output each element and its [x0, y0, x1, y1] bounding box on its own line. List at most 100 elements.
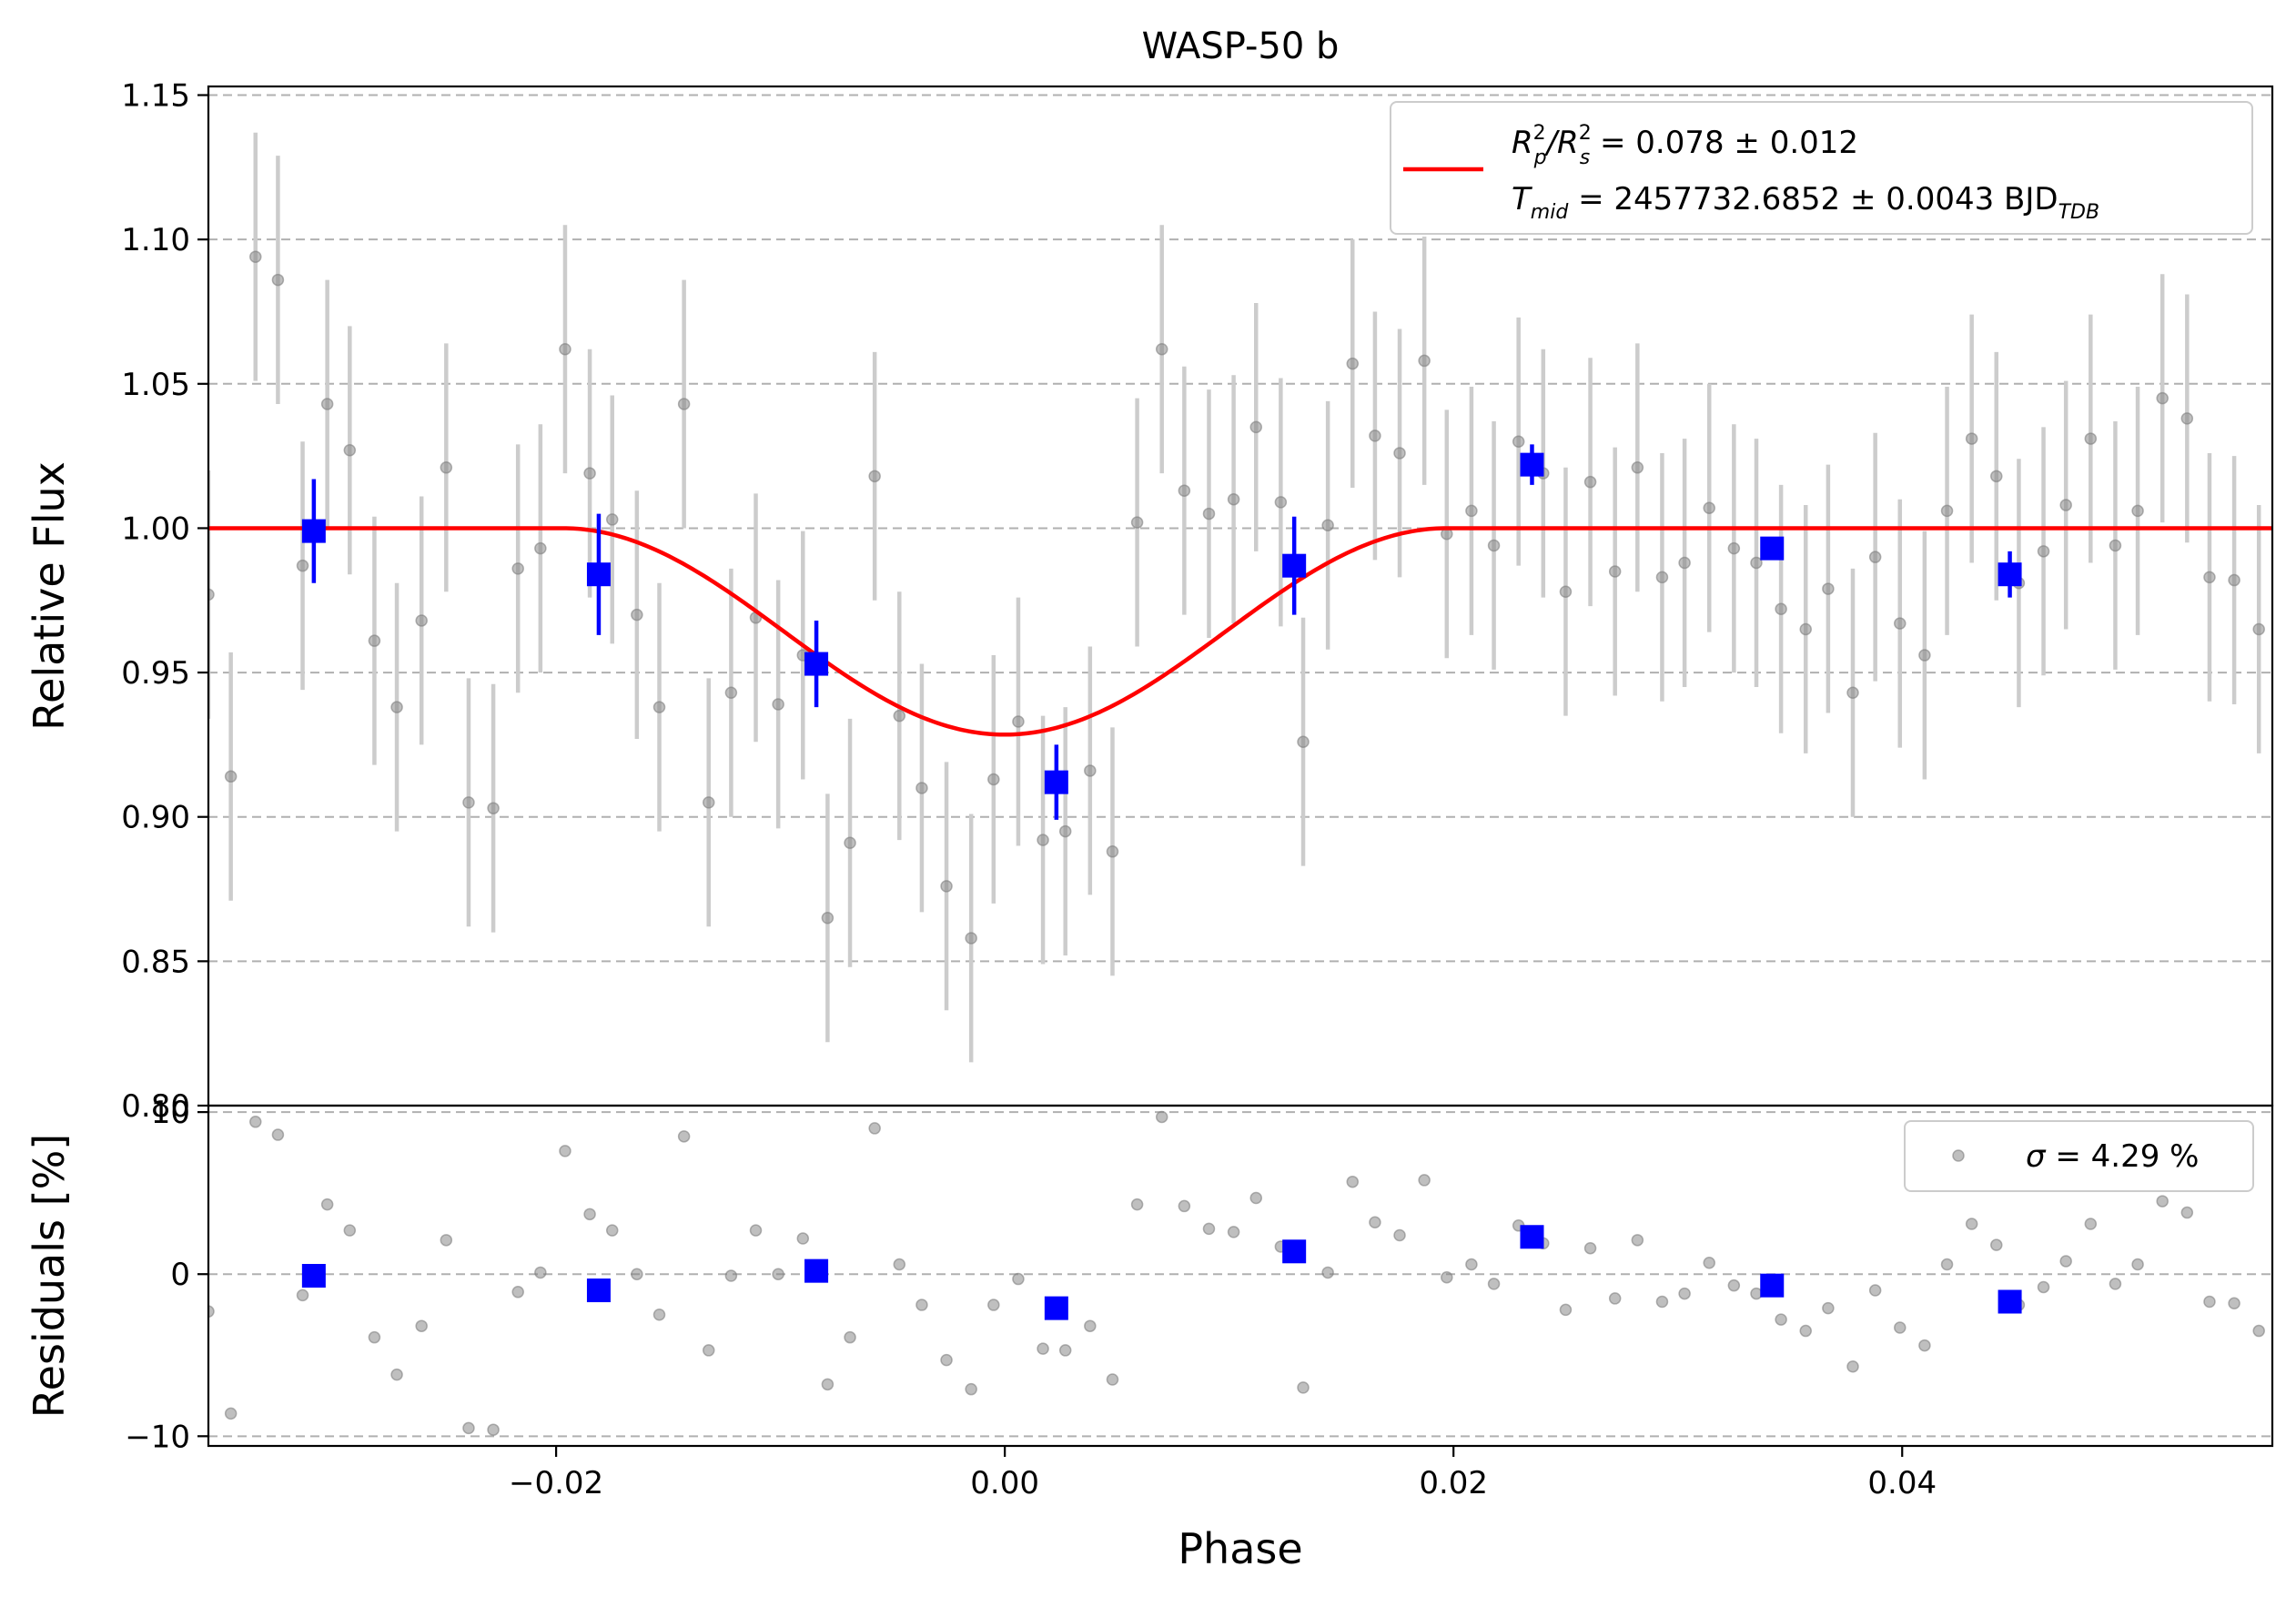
residual-point	[296, 1289, 309, 1302]
residual-point	[2037, 1280, 2050, 1294]
residual-point	[868, 1122, 881, 1135]
residual-point	[1465, 1258, 1478, 1271]
raw-point	[2252, 622, 2265, 636]
x-ticks: −0.02 0.00 0.02 0.04	[509, 1446, 1937, 1501]
raw-point	[1512, 435, 1525, 449]
raw-point	[1918, 649, 1931, 662]
residual-point	[224, 1407, 238, 1420]
residual-point	[1106, 1373, 1119, 1386]
residual-point	[2109, 1278, 2122, 1290]
residual-point	[271, 1128, 285, 1141]
raw-point	[343, 444, 357, 457]
y-axis-label: Relative Flux	[25, 461, 74, 731]
residual-point	[2228, 1297, 2240, 1310]
residual-point	[844, 1330, 856, 1344]
raw-point	[390, 701, 403, 713]
residual-point	[1130, 1198, 1144, 1211]
residual-point	[1297, 1381, 1310, 1394]
residuals-axis-label: Residuals [%]	[25, 1134, 74, 1418]
residual-point	[1655, 1295, 1669, 1309]
bottom-y-tick-label: 10	[151, 1095, 190, 1131]
raw-point	[1608, 565, 1622, 578]
raw-point	[702, 796, 715, 809]
raw-point	[2037, 545, 2050, 558]
residual-point	[1559, 1303, 1573, 1317]
raw-point	[1559, 585, 1573, 598]
binned-residual	[301, 1264, 326, 1288]
x-tick-label: 0.02	[1419, 1465, 1488, 1501]
residual-point	[1775, 1313, 1787, 1326]
residual-point	[462, 1421, 475, 1435]
binned-residual	[1044, 1296, 1068, 1320]
binned-residual	[1520, 1225, 1544, 1249]
residual-point	[2203, 1295, 2216, 1309]
residual-point	[415, 1319, 428, 1332]
raw-point	[1822, 582, 1835, 595]
residual-point	[1393, 1228, 1406, 1242]
raw-point	[1990, 470, 2003, 483]
raw-point	[965, 932, 977, 945]
raw-point	[1965, 432, 1978, 445]
residual-point	[1155, 1110, 1168, 1124]
residual-point	[511, 1286, 524, 1299]
raw-point	[208, 588, 215, 601]
binned-residual	[1282, 1239, 1307, 1264]
top-y-tick-label: 0.95	[121, 655, 190, 692]
binned-point	[1760, 536, 1785, 561]
bottom-y-tick-label: 0	[170, 1257, 190, 1293]
raw-point	[1058, 824, 1072, 838]
residual-point	[724, 1269, 738, 1282]
legend-depth-sup2: 2	[1579, 122, 1592, 145]
raw-point	[320, 398, 334, 410]
raw-point	[1393, 447, 1406, 460]
binned-residual	[804, 1258, 829, 1283]
raw-point	[1487, 539, 1501, 552]
residual-point	[1965, 1218, 1978, 1230]
residual-point	[749, 1224, 763, 1237]
top-y-tick-label: 0.85	[121, 944, 190, 980]
residual-point	[1369, 1216, 1381, 1228]
raw-point	[1012, 715, 1025, 728]
residual-point	[1868, 1284, 1882, 1297]
raw-point	[1130, 516, 1144, 529]
binned-point	[1044, 770, 1068, 794]
raw-point	[1346, 357, 1360, 370]
residual-point	[368, 1330, 381, 1344]
raw-point	[559, 342, 571, 356]
transit-model	[208, 526, 2272, 737]
raw-point	[487, 802, 500, 814]
raw-point	[583, 467, 596, 480]
residual-point	[1703, 1257, 1715, 1269]
residual-point	[1441, 1271, 1453, 1284]
raw-point	[511, 562, 524, 575]
legend-sigma-symbol: σ	[2026, 1138, 2047, 1175]
top-y-tick-label: 1.05	[121, 367, 190, 403]
residual-point	[487, 1423, 500, 1436]
raw-point	[1227, 492, 1240, 506]
residual-point	[2084, 1218, 2098, 1230]
residual-point	[1012, 1272, 1025, 1286]
legend-tmid-value: = 2457732.6852 ± 0.0043 BJD	[1568, 181, 2058, 217]
bottom-grid	[208, 1111, 2272, 1438]
residual-point	[1058, 1344, 1072, 1357]
raw-point	[415, 614, 428, 627]
raw-point	[868, 470, 881, 483]
raw-point	[2180, 412, 2194, 425]
raw-point	[652, 701, 666, 713]
residual-point	[1487, 1278, 1501, 1290]
legend-sigma-label: σ = 4.29 %	[2026, 1138, 2199, 1175]
residual-point	[1346, 1175, 1360, 1188]
legend-depth-value: = 0.078 ± 0.012	[1590, 125, 1858, 161]
raw-point	[1727, 541, 1741, 555]
legend-tmid-t: T	[1512, 181, 1532, 217]
raw-point	[1799, 622, 1812, 636]
top-y-tick-label: 1.10	[121, 222, 190, 258]
raw-point	[1202, 507, 1216, 521]
residual-point	[1583, 1241, 1597, 1255]
residual-point	[1750, 1287, 1763, 1300]
residual-point	[1321, 1266, 1334, 1279]
bottom-legend-box	[1904, 1120, 2254, 1192]
raw-point	[1846, 686, 1859, 700]
